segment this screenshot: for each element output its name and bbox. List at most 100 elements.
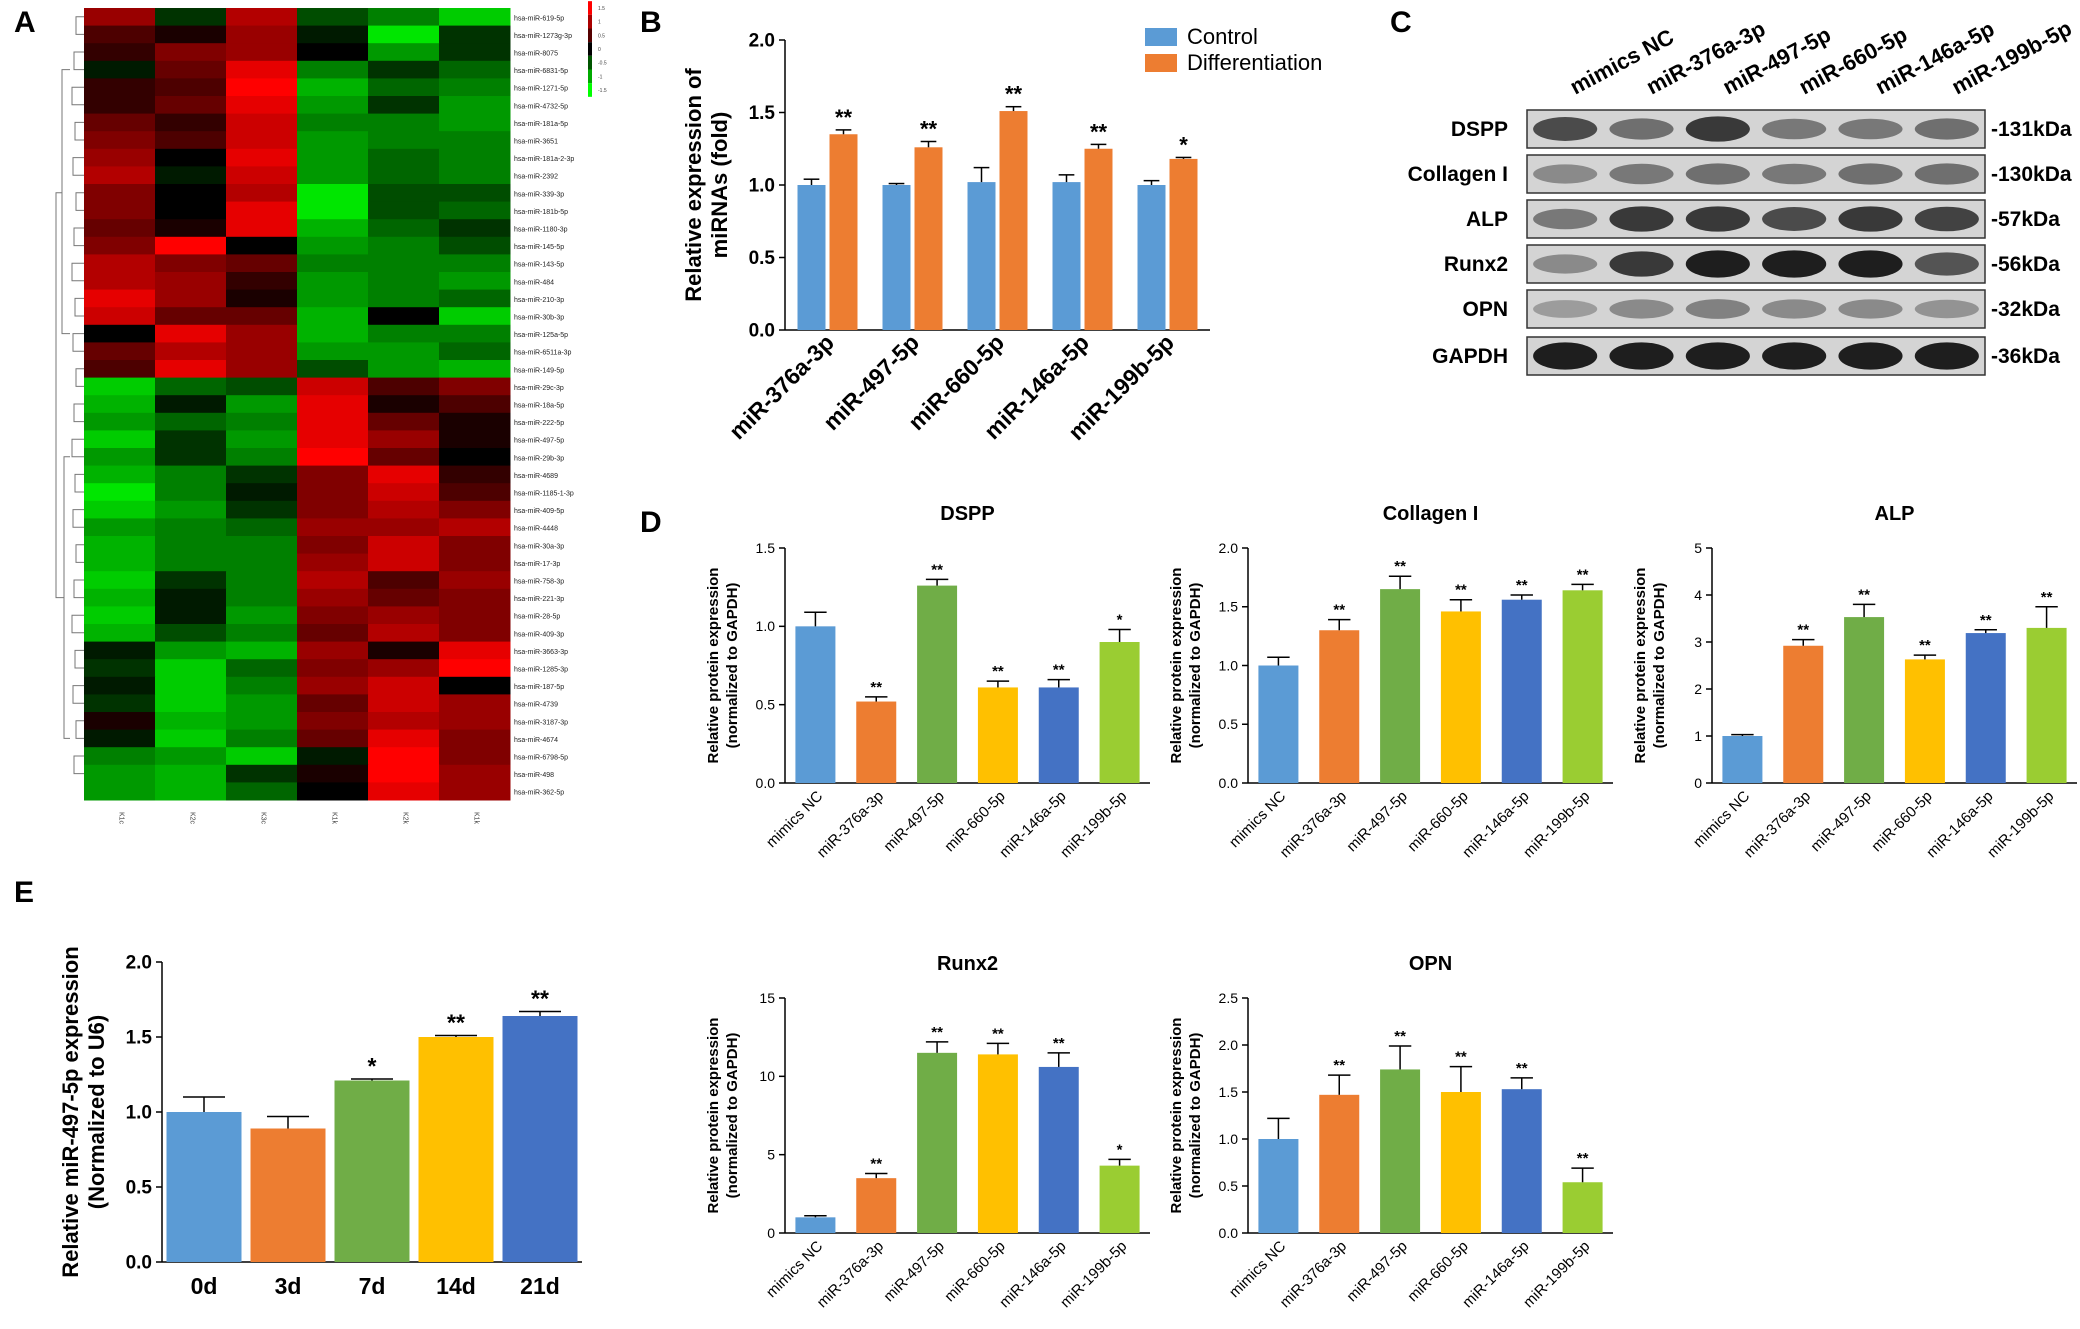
bar	[418, 1037, 494, 1262]
heatmap-cell	[226, 448, 298, 467]
heatmap-row-label: hsa-miR-30a-3p	[514, 543, 564, 550]
heatmap-cell	[155, 624, 227, 643]
heatmap-cell	[368, 8, 440, 27]
heatmap-cell	[439, 571, 511, 590]
heatmap-cell	[439, 430, 511, 449]
heatmap-cell	[297, 78, 369, 97]
bar	[1965, 633, 2006, 783]
heatmap-cell	[439, 606, 511, 625]
heatmap-cell	[297, 113, 369, 132]
heatmap-cell	[155, 272, 227, 291]
dendrogram-branch	[71, 262, 84, 282]
heatmap-cell	[368, 377, 440, 396]
heatmap-cell	[297, 43, 369, 62]
heatmap-row-label: hsa-miR-149-5p	[514, 367, 564, 374]
heatmap-row-label: hsa-miR-1285-3p	[514, 667, 568, 674]
x-tick-label: 14d	[436, 1273, 476, 1299]
panel-label-c: C	[1390, 6, 1412, 39]
dendrogram-branch	[72, 685, 84, 704]
heatmap-cell	[226, 395, 298, 414]
y-axis-label: (Normalized to U6)	[84, 1015, 109, 1209]
blot-band	[1838, 118, 1903, 140]
bar	[882, 185, 911, 330]
blot-band	[1762, 250, 1827, 278]
significance-mark: *	[368, 1053, 377, 1079]
heatmap-cell	[368, 500, 440, 519]
heatmap-cell	[297, 236, 369, 255]
blot-band	[1838, 206, 1903, 232]
significance-mark: **	[1005, 82, 1023, 107]
bar	[1380, 1069, 1421, 1233]
heatmap-cell	[155, 588, 227, 607]
y-tick-label: 1.5	[1219, 599, 1239, 615]
heatmap-cell	[155, 8, 227, 27]
significance-mark: **	[1980, 612, 1992, 629]
heatmap-cell	[84, 588, 156, 607]
heatmap-cell	[84, 166, 156, 185]
bar	[967, 182, 996, 330]
bar	[1258, 665, 1299, 783]
heatmap-cell	[226, 78, 298, 97]
heatmap-cell	[368, 448, 440, 467]
heatmap-cell	[297, 184, 369, 203]
heatmap-cell	[226, 43, 298, 62]
y-axis-label: Relative protein expression	[1168, 568, 1185, 764]
scale-swatch	[588, 55, 592, 70]
heatmap-row-label: hsa-miR-1180-3p	[514, 227, 568, 234]
heatmap-cell	[155, 430, 227, 449]
y-axis-label: (normalized to GAPDH)	[1187, 1033, 1204, 1199]
heatmap-cell	[155, 676, 227, 695]
x-tick-label: miR-497-5p	[1343, 788, 1410, 855]
heatmap-cell	[439, 465, 511, 484]
heatmap-cell	[297, 448, 369, 467]
significance-mark: **	[1394, 1028, 1406, 1045]
y-tick-label: 0.5	[1219, 1178, 1239, 1194]
significance-mark: *	[1179, 132, 1188, 157]
heatmap-cell	[297, 518, 369, 537]
heatmap-cell	[297, 729, 369, 748]
heatmap-cell	[226, 236, 298, 255]
dendrogram-branch	[74, 649, 84, 669]
y-tick-label: 3	[1694, 634, 1702, 650]
heatmap-cell	[439, 764, 511, 783]
heatmap-cell	[439, 518, 511, 537]
heatmap-cell	[297, 131, 369, 150]
heatmap-cell	[368, 412, 440, 431]
blot-band	[1685, 163, 1750, 185]
blot-band	[1838, 163, 1903, 185]
heatmap-cell	[368, 782, 440, 801]
heatmap-cell	[226, 8, 298, 27]
y-axis-label: miRNAs (fold)	[707, 112, 732, 259]
significance-mark: **	[531, 986, 549, 1012]
blot-band	[1914, 252, 1979, 276]
heatmap-cell	[297, 25, 369, 44]
blot-protein-label: Runx2	[1444, 253, 1508, 276]
significance-mark: **	[1919, 637, 1931, 654]
heatmap-cell	[84, 307, 156, 326]
heatmap-row-label: hsa-miR-6511a-3p	[514, 350, 572, 357]
y-tick-label: 5	[767, 1147, 775, 1163]
significance-mark: **	[1333, 1057, 1345, 1074]
heatmap-cell	[297, 395, 369, 414]
heatmap-cell	[297, 553, 369, 572]
heatmap-cell	[226, 201, 298, 220]
heatmap-cell	[368, 430, 440, 449]
legend-swatch	[1145, 28, 1177, 46]
heatmap-row-label: hsa-miR-143-5p	[514, 262, 564, 269]
heatmap-cell	[368, 201, 440, 220]
heatmap-cell	[439, 500, 511, 519]
heatmap-row-label: hsa-miR-758-3p	[514, 579, 564, 586]
heatmap-cell	[226, 60, 298, 79]
bar	[1099, 1165, 1140, 1233]
heatmap-cell	[155, 307, 227, 326]
x-tick-label: miR-660-5p	[1404, 1238, 1471, 1305]
blot-size-label: -57kDa	[1991, 208, 2060, 231]
heatmap-cell	[368, 236, 440, 255]
heatmap-cell	[226, 166, 298, 185]
heatmap-cell	[84, 96, 156, 115]
significance-mark: **	[1577, 1150, 1589, 1167]
scale-swatch	[588, 42, 592, 56]
x-tick-label: miR-376a-3p	[724, 329, 839, 444]
y-tick-label: 2.0	[1219, 540, 1239, 556]
heatmap-cell	[439, 342, 511, 361]
